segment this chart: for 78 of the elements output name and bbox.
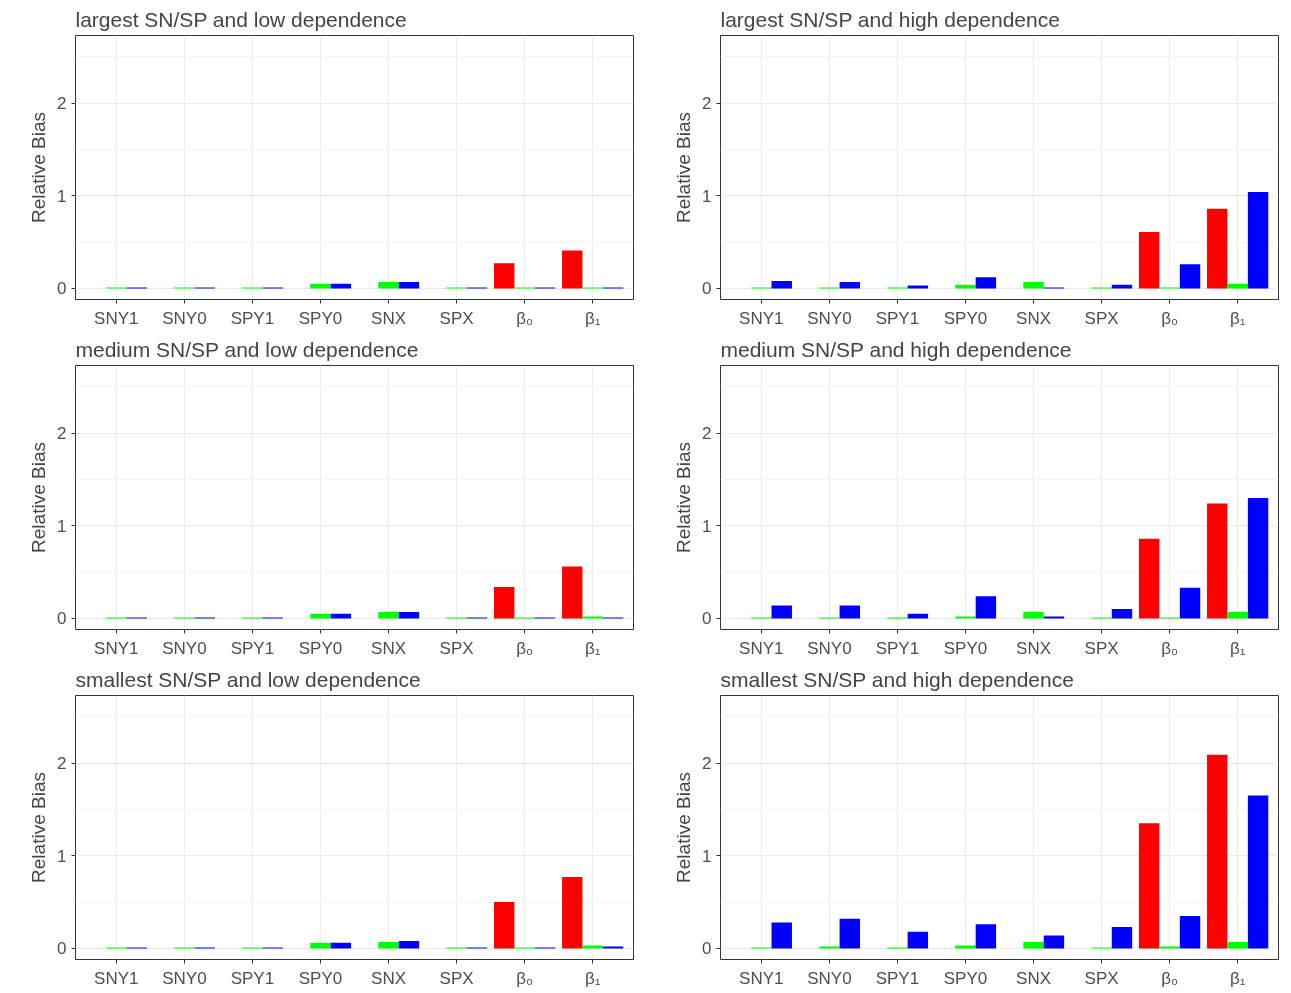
x-tick-label: SPY1: [875, 968, 920, 988]
y-tick-label: 2: [57, 754, 67, 774]
y-tick-label: 1: [57, 516, 67, 536]
x-tick-label: β₀: [516, 638, 534, 658]
x-tick-label: SPY1: [230, 968, 275, 988]
x-tick-label: SNY1: [94, 308, 139, 328]
x-tick-label: SPY1: [875, 308, 920, 328]
x-tick-label: β₁: [1229, 968, 1246, 988]
x-tick-label: β₁: [1229, 638, 1246, 658]
x-tick-label: SNX: [1016, 308, 1052, 328]
chart-title: smallest SN/SP and low dependence: [75, 667, 421, 691]
y-tick-label: 0: [57, 609, 67, 629]
x-tick-label: SNX: [371, 638, 407, 658]
y-tick-label: 1: [702, 516, 712, 536]
x-tick-label: SNX: [371, 968, 407, 988]
x-tick-label: SPX: [1084, 968, 1119, 988]
x-tick-label: SNY0: [162, 638, 207, 658]
x-tick-label: SPY0: [298, 968, 343, 988]
y-tick-label: 2: [702, 424, 712, 444]
x-tick-label: SNX: [371, 308, 407, 328]
y-tick-label: 0: [702, 279, 712, 299]
x-tick-label: SNX: [1016, 968, 1052, 988]
y-tick-label: 1: [57, 846, 67, 866]
x-tick-label: SPY0: [298, 308, 343, 328]
x-tick-label: SPY0: [943, 308, 988, 328]
chart-title: smallest SN/SP and high dependence: [720, 667, 1074, 691]
y-tick-label: 2: [702, 94, 712, 114]
x-tick-label: β₀: [516, 968, 534, 988]
x-tick-label: β₀: [1161, 968, 1179, 988]
x-tick-label: SPX: [439, 308, 474, 328]
y-axis-title: Relative Bias: [28, 442, 50, 553]
x-tick-label: β₁: [584, 968, 601, 988]
x-tick-label: SNY1: [739, 968, 784, 988]
x-tick-label: β₀: [516, 308, 534, 328]
x-tick-label: β₁: [584, 638, 601, 658]
x-tick-label: SNY0: [807, 308, 852, 328]
y-tick-label: 1: [702, 846, 712, 866]
y-axis-title: Relative Bias: [673, 772, 695, 883]
x-tick-label: SPX: [439, 968, 474, 988]
y-axis-title: Relative Bias: [28, 772, 50, 883]
x-tick-label: β₁: [584, 308, 601, 328]
x-tick-label: SNY1: [94, 638, 139, 658]
y-tick-label: 0: [702, 939, 712, 959]
x-tick-label: SNY0: [162, 308, 207, 328]
x-tick-label: SPX: [1084, 308, 1119, 328]
y-axis-title: Relative Bias: [28, 112, 50, 223]
y-tick-label: 2: [702, 754, 712, 774]
y-tick-label: 2: [57, 424, 67, 444]
chart-title: largest SN/SP and high dependence: [720, 7, 1060, 31]
x-tick-label: SNY1: [739, 638, 784, 658]
y-tick-label: 0: [57, 279, 67, 299]
y-axis-title: Relative Bias: [673, 112, 695, 223]
x-tick-label: SPY0: [943, 968, 988, 988]
x-tick-label: SPY0: [943, 638, 988, 658]
x-tick-label: SPY1: [230, 308, 275, 328]
x-tick-label: SNY0: [162, 968, 207, 988]
x-tick-label: SPY1: [875, 638, 920, 658]
x-tick-label: SPY0: [298, 638, 343, 658]
y-tick-label: 0: [57, 939, 67, 959]
y-axis-title: Relative Bias: [673, 442, 695, 553]
x-tick-label: SPY1: [230, 638, 275, 658]
chart-title: largest SN/SP and low dependence: [75, 7, 407, 31]
x-tick-label: β₀: [1161, 308, 1179, 328]
x-tick-label: SNY0: [807, 638, 852, 658]
x-tick-label: SNX: [1016, 638, 1052, 658]
y-tick-label: 0: [702, 609, 712, 629]
x-tick-label: SNY1: [94, 968, 139, 988]
y-tick-label: 2: [57, 94, 67, 114]
x-tick-label: β₁: [1229, 308, 1246, 328]
x-tick-label: SPX: [439, 638, 474, 658]
chart-title: medium SN/SP and high dependence: [720, 337, 1072, 361]
chart-title: medium SN/SP and low dependence: [75, 337, 419, 361]
x-tick-label: SNY0: [807, 968, 852, 988]
y-tick-label: 1: [702, 186, 712, 206]
x-tick-label: SPX: [1084, 638, 1119, 658]
x-tick-label: SNY1: [739, 308, 784, 328]
y-tick-label: 1: [57, 186, 67, 206]
x-tick-label: β₀: [1161, 638, 1179, 658]
